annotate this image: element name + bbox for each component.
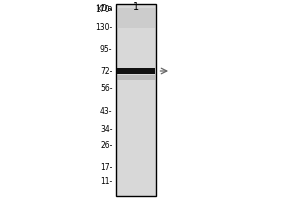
Text: 170-: 170-	[95, 4, 112, 14]
Bar	[116, 4, 156, 196]
Text: 43-: 43-	[100, 106, 112, 116]
Text: 17-: 17-	[100, 162, 112, 171]
Bar	[117, 75, 155, 80]
Bar	[117, 68, 155, 74]
Text: 26-: 26-	[100, 142, 112, 150]
Text: 56-: 56-	[100, 84, 112, 93]
Text: kDa: kDa	[96, 4, 112, 13]
Text: 130-: 130-	[95, 22, 112, 31]
Text: 72-: 72-	[100, 66, 112, 75]
Bar	[117, 8, 155, 28]
Text: 11-: 11-	[100, 178, 112, 186]
Text: 1: 1	[133, 2, 139, 12]
Text: 95-: 95-	[100, 45, 112, 53]
Text: 34-: 34-	[100, 124, 112, 134]
